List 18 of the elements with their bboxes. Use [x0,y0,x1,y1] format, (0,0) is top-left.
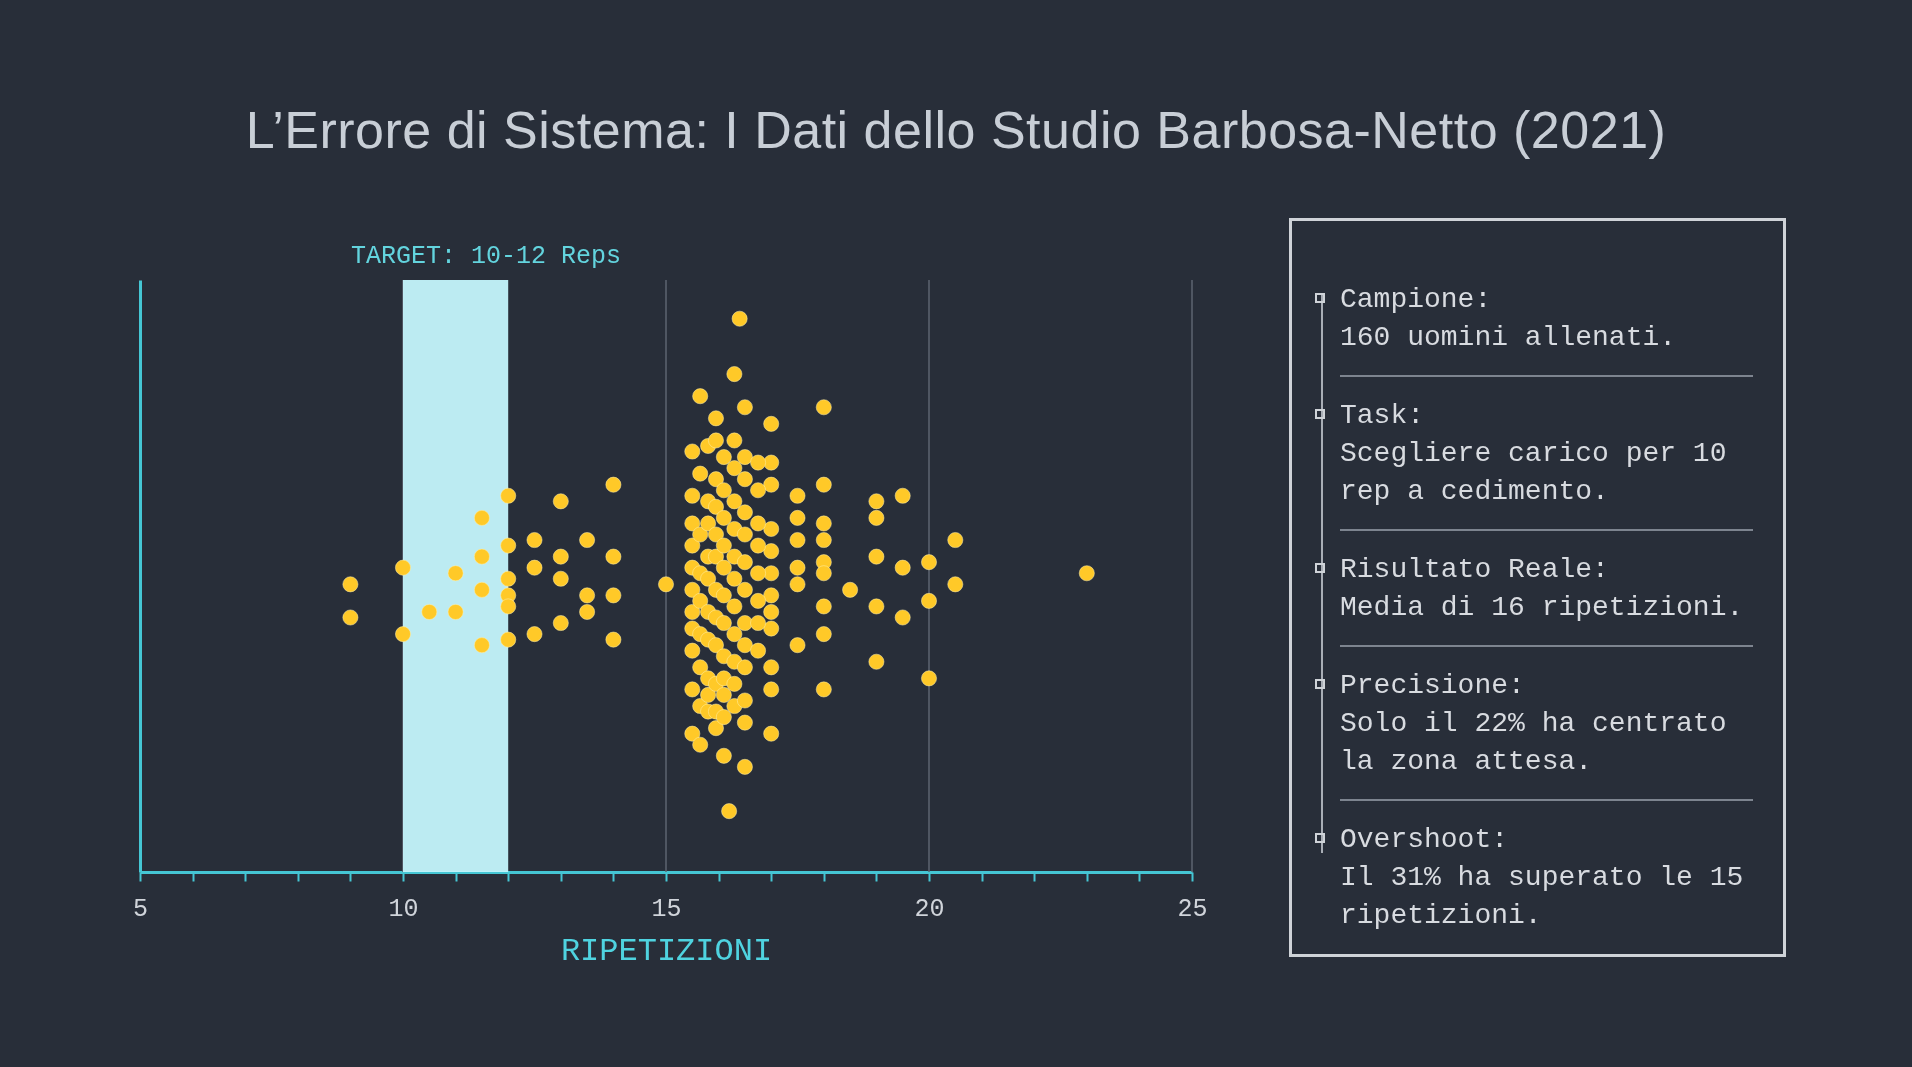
x-tick-label: 15 [651,894,682,924]
text: Media di 16 ripetizioni. [1340,591,1745,625]
x-tick-label: 10 [388,894,419,924]
x-tick-label: 25 [1177,894,1208,924]
x-tick-label: 20 [914,894,945,924]
chart-title: L’Errore di Sistema: I Dati dello Studio Barbosa-Netto (2021) [244,100,1668,160]
text: Overshoot: [1340,823,1510,857]
band-label: TARGET: 10-12 Reps [351,242,622,271]
text: Solo il 22% ha centrato la zona attesa. [1340,707,1728,779]
text: Risultato Reale: [1340,553,1610,587]
text: Precisione: [1340,669,1526,703]
text: Campione: [1340,283,1493,317]
text: 160 uomini allenati. [1340,321,1678,355]
text: Il 31% ha superato le 15 ripetizioni. [1340,861,1745,933]
text: Scegliere carico per 10 rep a cedimento. [1340,437,1728,509]
text: Task: [1340,399,1425,433]
x-tick-label: 5 [132,894,149,924]
x-axis-title: RIPETIZIONI [560,932,773,970]
